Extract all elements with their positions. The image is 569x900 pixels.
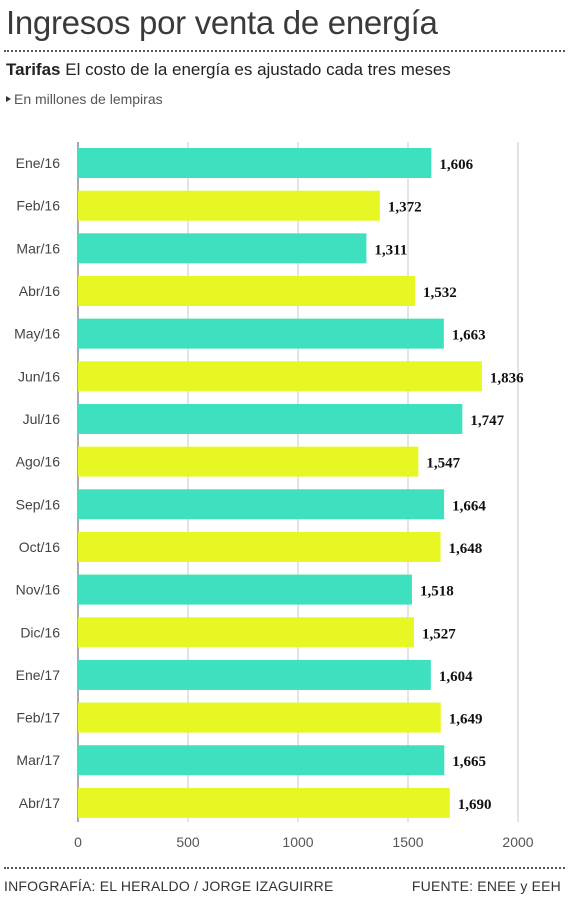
bar	[78, 659, 431, 690]
value-label: 1,527	[422, 626, 456, 642]
subtitle-bold: Tarifas	[6, 60, 61, 79]
category-label: Mar/17	[16, 752, 60, 768]
bar	[78, 617, 414, 648]
value-label: 1,665	[452, 754, 486, 770]
value-label: 1,836	[490, 370, 524, 386]
category-label: Sep/16	[16, 496, 61, 512]
bar	[78, 318, 444, 349]
bar	[78, 190, 380, 221]
unit-note: En millones de lempiras	[6, 91, 163, 107]
bar	[78, 361, 482, 392]
bar	[78, 275, 416, 306]
value-label: 1,532	[423, 285, 457, 301]
category-label: Ene/16	[16, 155, 61, 171]
bar	[78, 531, 441, 562]
bar	[78, 745, 445, 776]
value-label: 1,690	[458, 797, 492, 813]
bar	[78, 403, 463, 434]
value-label: 1,606	[439, 157, 473, 173]
category-label: Abr/16	[19, 283, 60, 299]
bar	[78, 787, 450, 818]
bar	[78, 489, 445, 520]
x-tick-label: 1000	[282, 834, 313, 850]
footer-source: FUENTE: ENEE y EEH	[411, 878, 561, 894]
value-label: 1,547	[426, 456, 460, 472]
value-label: 1,663	[452, 328, 486, 344]
category-label: Abr/17	[19, 795, 60, 811]
unit-note-text: En millones de lempiras	[14, 91, 163, 107]
value-label: 1,747	[470, 413, 504, 429]
category-label: Oct/16	[19, 539, 60, 555]
footer-divider	[4, 867, 565, 869]
category-label: Feb/16	[16, 198, 60, 214]
value-label: 1,648	[449, 541, 483, 557]
value-label: 1,372	[388, 200, 422, 216]
bar	[78, 446, 419, 477]
category-label: Nov/16	[16, 582, 61, 598]
bar	[78, 148, 432, 178]
value-label: 1,664	[452, 498, 486, 514]
bar	[78, 574, 412, 605]
category-label: Ago/16	[16, 454, 61, 470]
x-tick-label: 1500	[392, 834, 423, 850]
footer-credit: INFOGRAFÍA: EL HERALDO / JORGE IZAGUIRRE	[4, 878, 334, 894]
title-divider	[4, 50, 565, 52]
category-label: Dic/16	[20, 624, 60, 640]
value-label: 1,518	[420, 584, 454, 600]
triangle-bullet-icon	[6, 96, 11, 102]
x-tick-label: 2000	[502, 834, 533, 850]
x-tick-label: 0	[74, 834, 82, 850]
bar-chart: Ene/16 1,606 Feb/16 1,372 Mar/16 1,311 Abr/16 1…	[14, 142, 534, 850]
chart-subtitle: Tarifas El costo de la energía es ajusta…	[6, 60, 451, 80]
category-label: Mar/16	[16, 240, 60, 256]
subtitle-text: El costo de la energía es ajustado cada …	[65, 60, 451, 79]
x-tick-label: 500	[176, 834, 200, 850]
bar	[78, 233, 367, 264]
category-label: May/16	[14, 326, 60, 342]
value-label: 1,311	[374, 242, 407, 258]
category-label: Ene/17	[16, 667, 61, 683]
category-label: Feb/17	[16, 710, 60, 726]
value-label: 1,604	[439, 669, 473, 685]
bar	[78, 702, 441, 733]
category-label: Jul/16	[23, 411, 61, 427]
value-label: 1,649	[449, 712, 483, 728]
chart-title: Ingresos por venta de energía	[6, 4, 438, 41]
category-label: Jun/16	[18, 368, 60, 384]
